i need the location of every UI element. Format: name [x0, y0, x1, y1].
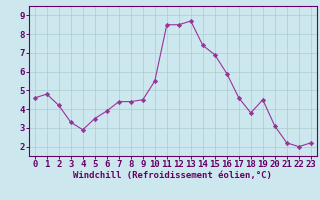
- X-axis label: Windchill (Refroidissement éolien,°C): Windchill (Refroidissement éolien,°C): [73, 171, 272, 180]
